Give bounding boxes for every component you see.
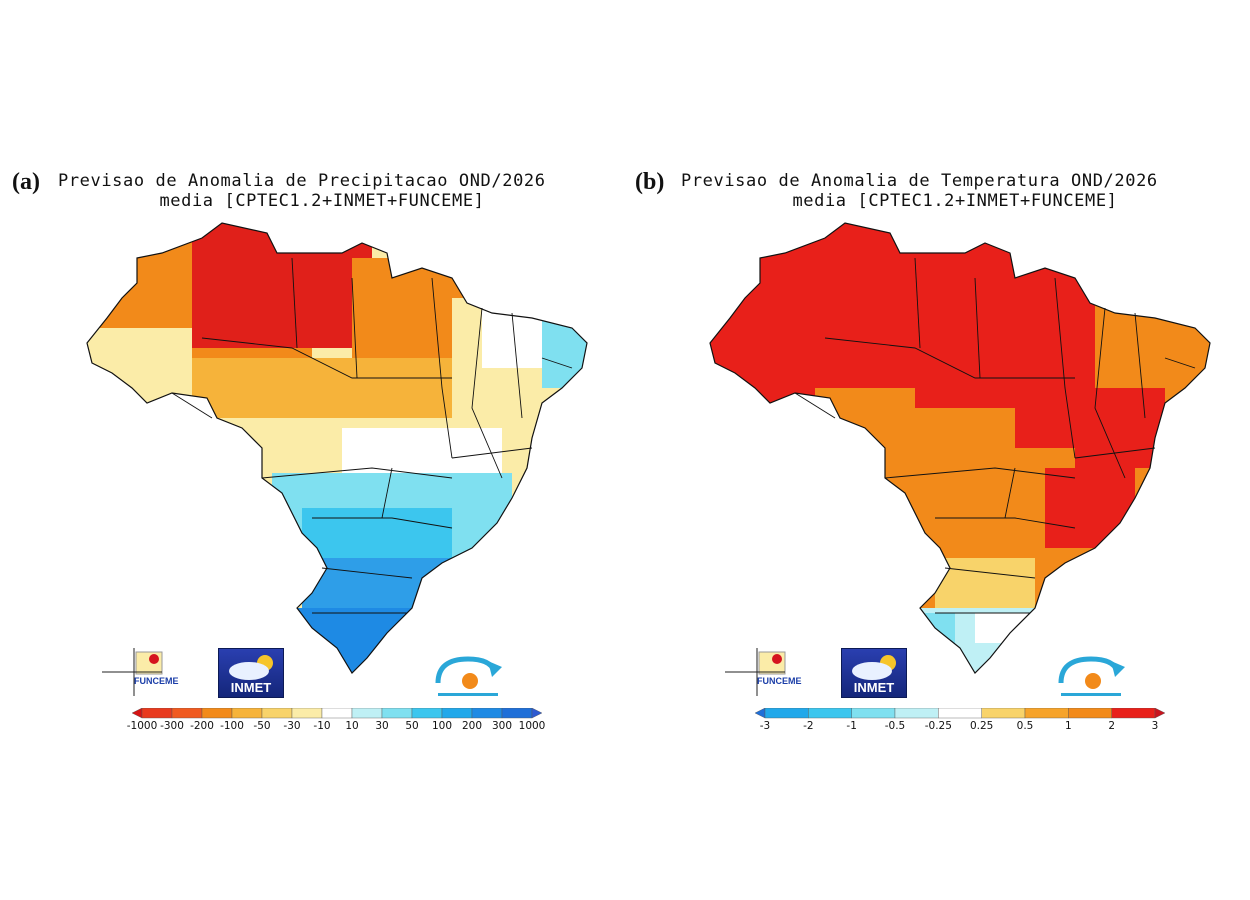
inmet-logo: INMET	[841, 648, 907, 698]
colorbar-tick-label: 1000	[518, 720, 546, 732]
map-zone-tocantins	[1015, 328, 1075, 448]
colorbar-swatch	[261, 708, 293, 719]
panel-title: Previsao de Anomalia de Temperatura OND/…	[681, 171, 1158, 191]
precipitation-colorbar-labels: -1000 -300 -200 -100 -50 -30 -10 10 30 50 100 200 30…	[127, 720, 546, 736]
temperature-colorbar-labels: -3 -2 -1 -0.5 -0.25 0.25 0.5 1 2 3	[755, 720, 1165, 736]
colorbar-tick-label: -30	[283, 720, 301, 732]
inmet-label: INMET	[853, 680, 895, 695]
colorbar-swatch	[851, 708, 896, 719]
colorbar-swatch	[501, 708, 533, 719]
colorbar-swatch	[471, 708, 503, 719]
colorbar-swatch	[231, 708, 263, 719]
colorbar-tick-label: -1000	[126, 720, 158, 732]
panel-title: Previsao de Anomalia de Precipitacao OND…	[58, 171, 546, 191]
colorbar-swatch	[1024, 708, 1069, 719]
precipitation-map	[86, 222, 588, 674]
panel-letter: (a)	[12, 169, 40, 195]
colorbar-swatch	[764, 708, 809, 719]
colorbar-swatch	[141, 708, 173, 719]
colorbar-swatch	[201, 708, 233, 719]
colorbar-swatch	[381, 708, 413, 719]
colorbar-tick-label: -1	[846, 720, 857, 732]
colorbar-swatch	[321, 708, 353, 719]
colorbar-swatch	[894, 708, 939, 719]
colorbar-tick-label: 1	[1064, 720, 1072, 732]
inmet-logo: INMET	[218, 648, 284, 698]
inmet-label: INMET	[230, 680, 272, 695]
colorbar-tick-label: -50	[253, 720, 271, 732]
funceme-mark	[102, 648, 163, 696]
precipitation-colorbar	[132, 708, 542, 719]
cloud-sun-icon	[852, 655, 896, 680]
map-zone-south-tip-blue	[915, 613, 955, 653]
panel-letter: (b)	[635, 169, 665, 195]
colorbar-tick-label: 0.5	[1016, 720, 1034, 732]
temperature-colorbar	[755, 708, 1165, 719]
map-zone-south	[272, 608, 452, 673]
colorbar-tick-label: 2	[1108, 720, 1115, 732]
colorbar-tick-label: 200	[461, 720, 483, 732]
panel-subtitle: media [CPTEC1.2+INMET+FUNCEME]	[159, 191, 485, 211]
colorbar-swatch	[808, 708, 852, 719]
colorbar-swatch	[351, 708, 383, 719]
colorbar-tick-label: -3	[759, 720, 771, 732]
funceme-label: FUNCEME	[757, 676, 802, 686]
colorbar-tick-label: 30	[375, 720, 389, 732]
colorbar-swatch	[981, 708, 1026, 719]
colorbar-tick-label: -200	[190, 720, 214, 732]
colorbar-swatch	[1111, 708, 1156, 719]
colorbar-swatch	[531, 708, 542, 719]
inpe-logo	[1055, 653, 1127, 701]
colorbar-tick-label: 100	[431, 720, 453, 732]
colorbar-tick-label: -0.5	[884, 720, 906, 732]
state-borders	[171, 257, 573, 614]
map-zone-central-north	[192, 358, 452, 418]
colorbar-tick-label: 10	[345, 720, 359, 732]
colorbar-swatch	[291, 708, 323, 719]
map-zone-bahia	[1075, 388, 1165, 468]
colorbar-swatch	[938, 708, 982, 719]
temperature-anomaly-panel: (b) Previsao de Anomalia de Temperatura …	[635, 168, 1235, 748]
colorbar-tick-label: 3	[1151, 720, 1159, 732]
colorbar-tick-label: -10	[313, 720, 331, 732]
inpe-swirl-icon	[1058, 656, 1125, 696]
colorbar-tick-label: 300	[491, 720, 513, 732]
map-zone-south-amazon	[815, 388, 915, 428]
map-zone-north	[192, 223, 372, 348]
funceme-logo: FUNCEME	[102, 648, 202, 698]
cloud-sun-icon	[229, 655, 273, 680]
state-borders	[794, 257, 1196, 614]
temperature-map	[709, 222, 1211, 674]
colorbar-tick-label: -100	[220, 720, 244, 732]
colorbar-swatch	[411, 708, 443, 719]
funceme-logo: FUNCEME	[725, 648, 825, 698]
colorbar-tick-label: -300	[160, 720, 184, 732]
colorbar-tick-label: 50	[405, 720, 419, 732]
map-zone-minas	[1045, 468, 1135, 548]
inpe-logo	[432, 653, 504, 701]
funceme-mark	[725, 648, 786, 696]
colorbar-swatch	[1154, 708, 1165, 719]
colorbar-swatch	[171, 708, 203, 719]
colorbar-tick-label: -2	[803, 720, 814, 732]
colorbar-tick-label: -0.25	[924, 720, 952, 732]
colorbar-swatch	[755, 708, 766, 719]
panel-subtitle: media [CPTEC1.2+INMET+FUNCEME]	[792, 191, 1118, 211]
inpe-swirl-icon	[435, 656, 502, 696]
colorbar-swatch	[132, 708, 143, 719]
colorbar-tick-label: 0.25	[969, 720, 994, 732]
colorbar-swatch	[441, 708, 473, 719]
precipitation-anomaly-panel: (a) Previsao de Anomalia de Precipitacao…	[12, 168, 612, 748]
colorbar-swatch	[1068, 708, 1112, 719]
funceme-label: FUNCEME	[134, 676, 179, 686]
